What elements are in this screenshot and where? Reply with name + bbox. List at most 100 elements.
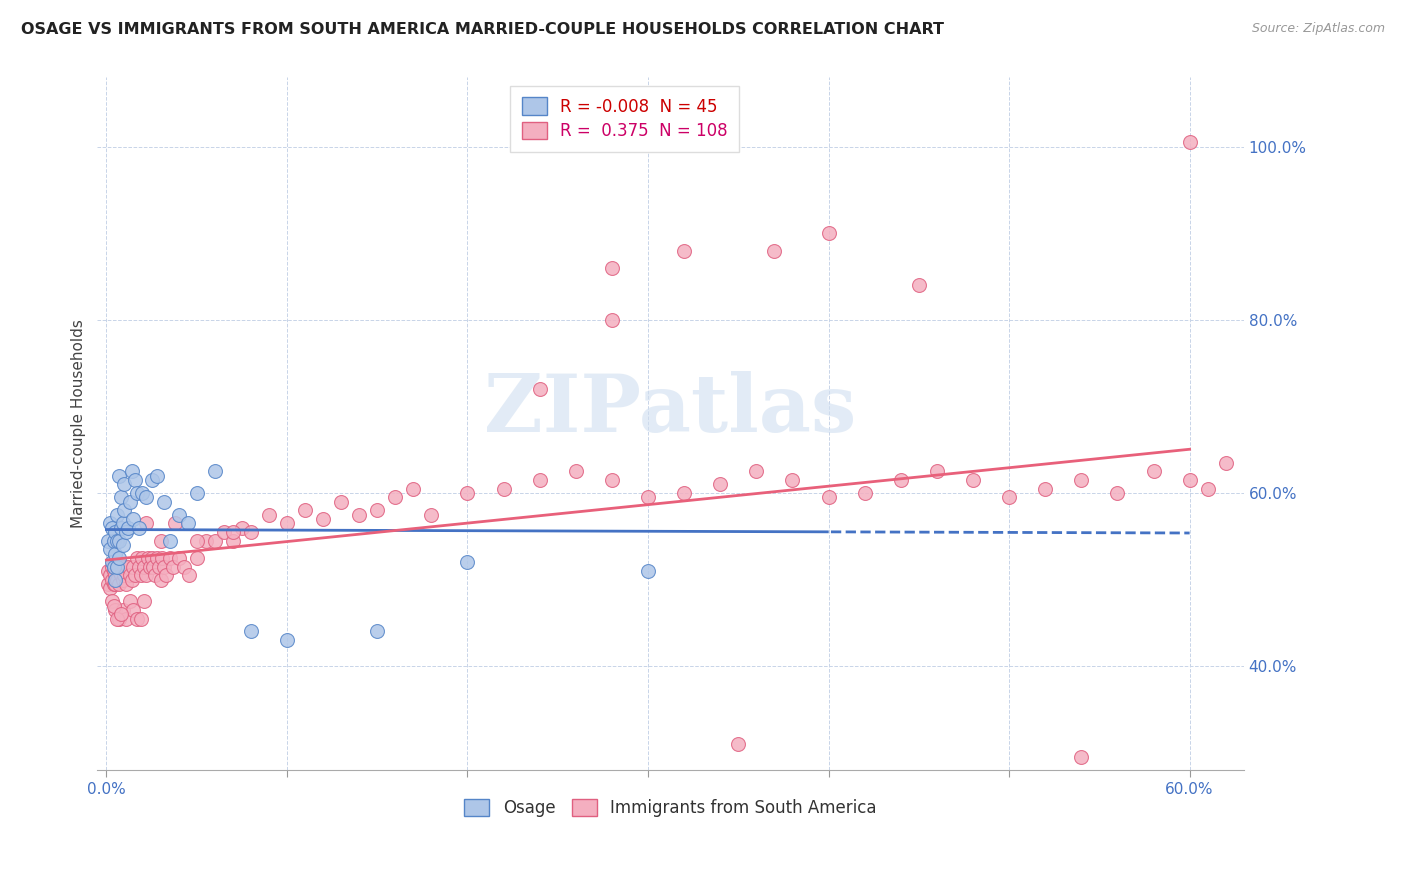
Point	[402, 482, 425, 496]
Point	[108, 611, 131, 625]
Point	[239, 524, 262, 539]
Point	[98, 542, 121, 557]
Point	[330, 494, 353, 508]
Point	[204, 464, 226, 478]
Point	[155, 568, 177, 582]
Point	[600, 473, 623, 487]
Point	[104, 568, 127, 582]
Point	[1215, 456, 1237, 470]
Point	[142, 559, 165, 574]
Point	[817, 491, 839, 505]
Point	[143, 568, 166, 582]
Point	[925, 464, 948, 478]
Point	[148, 559, 170, 574]
Point	[114, 503, 136, 517]
Point	[817, 227, 839, 241]
Point	[146, 550, 169, 565]
Point	[565, 464, 588, 478]
Point	[186, 533, 208, 548]
Point	[118, 494, 141, 508]
Text: Source: ZipAtlas.com: Source: ZipAtlas.com	[1251, 22, 1385, 36]
Point	[115, 577, 138, 591]
Point	[108, 564, 131, 578]
Point	[122, 603, 145, 617]
Point	[114, 568, 136, 582]
Point	[853, 486, 876, 500]
Point	[111, 573, 134, 587]
Point	[110, 568, 132, 582]
Point	[125, 486, 148, 500]
Point	[121, 573, 143, 587]
Point	[103, 577, 125, 591]
Point	[204, 533, 226, 548]
Point	[149, 573, 172, 587]
Point	[101, 594, 124, 608]
Point	[167, 508, 190, 522]
Point	[105, 573, 128, 587]
Point	[98, 581, 121, 595]
Point	[673, 244, 696, 258]
Point	[745, 464, 768, 478]
Point	[173, 559, 195, 574]
Point	[118, 594, 141, 608]
Point	[115, 611, 138, 625]
Text: ZIPatlas: ZIPatlas	[485, 371, 856, 449]
Point	[492, 482, 515, 496]
Point	[97, 577, 120, 591]
Point	[104, 577, 127, 591]
Point	[384, 491, 406, 505]
Point	[97, 564, 120, 578]
Point	[101, 559, 124, 574]
Point	[149, 533, 172, 548]
Point	[1107, 486, 1129, 500]
Point	[163, 516, 186, 531]
Point	[104, 524, 127, 539]
Point	[159, 550, 181, 565]
Point	[138, 559, 160, 574]
Point	[312, 512, 335, 526]
Point	[763, 244, 786, 258]
Point	[121, 464, 143, 478]
Point	[110, 520, 132, 534]
Point	[231, 520, 253, 534]
Point	[186, 486, 208, 500]
Point	[114, 477, 136, 491]
Point	[108, 468, 131, 483]
Point	[1142, 464, 1164, 478]
Point	[97, 533, 120, 548]
Point	[212, 524, 235, 539]
Point	[98, 568, 121, 582]
Point	[129, 611, 152, 625]
Point	[117, 520, 139, 534]
Point	[176, 516, 198, 531]
Point	[131, 486, 153, 500]
Point	[103, 564, 125, 578]
Point	[239, 624, 262, 639]
Point	[114, 559, 136, 574]
Point	[153, 494, 176, 508]
Point	[136, 550, 159, 565]
Point	[998, 491, 1021, 505]
Point	[420, 508, 443, 522]
Point	[134, 559, 156, 574]
Point	[782, 473, 804, 487]
Point	[104, 603, 127, 617]
Point	[125, 550, 148, 565]
Point	[111, 516, 134, 531]
Point	[1178, 473, 1201, 487]
Point	[162, 559, 184, 574]
Point	[186, 550, 208, 565]
Point	[105, 611, 128, 625]
Point	[128, 520, 150, 534]
Point	[141, 550, 163, 565]
Point	[104, 547, 127, 561]
Point	[124, 568, 146, 582]
Point	[146, 468, 169, 483]
Point	[135, 491, 157, 505]
Point	[890, 473, 912, 487]
Point	[366, 503, 388, 517]
Point	[222, 533, 245, 548]
Point	[134, 594, 156, 608]
Point	[124, 473, 146, 487]
Point	[294, 503, 316, 517]
